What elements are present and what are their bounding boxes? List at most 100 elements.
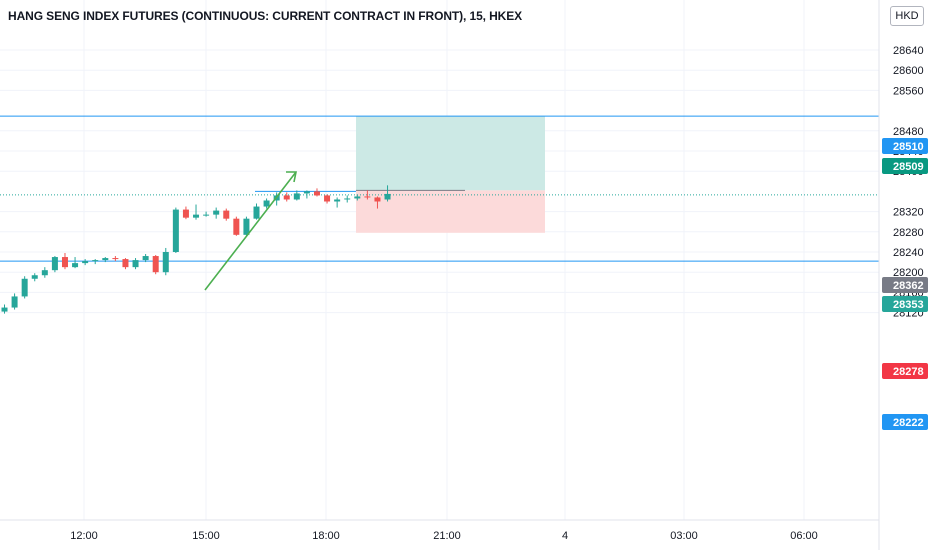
candle-body <box>233 218 240 235</box>
candle <box>354 194 361 201</box>
trend-arrow <box>204 171 297 291</box>
candle <box>102 257 109 263</box>
price-badge: 28510 <box>882 138 928 154</box>
candle-body <box>61 257 68 268</box>
candle <box>21 276 28 299</box>
candle <box>82 259 89 266</box>
profit-zone <box>356 116 545 191</box>
candle-body <box>334 199 341 202</box>
candle <box>51 256 58 273</box>
arrow-shaft <box>204 171 297 291</box>
arrow-head <box>286 171 297 183</box>
price-badges: 28510 28509 28362 28353 28278 28222 <box>882 138 928 430</box>
candle <box>223 208 230 221</box>
candle-body <box>303 191 310 194</box>
price-badge-bg <box>882 138 928 154</box>
time-tick-label: 03:00 <box>670 530 698 542</box>
candle <box>72 257 79 269</box>
price-badge: 28278 <box>882 363 928 379</box>
candle-body <box>51 257 58 271</box>
candle <box>122 258 129 270</box>
time-tick-label: 18:00 <box>312 530 340 542</box>
candle <box>182 206 189 220</box>
candle <box>152 255 159 275</box>
candle <box>132 258 139 270</box>
candle-body <box>324 195 331 202</box>
candle <box>334 197 341 208</box>
candle <box>11 293 18 310</box>
candle-body <box>203 214 210 216</box>
time-tick-label: 4 <box>562 530 568 542</box>
candle <box>41 267 48 278</box>
candle <box>1 304 8 314</box>
price-tick-label: 28200 <box>893 267 924 279</box>
candle-body <box>364 196 371 198</box>
candle-body <box>293 193 300 200</box>
candle-body <box>72 263 79 268</box>
candle <box>112 256 119 262</box>
candle <box>303 190 310 199</box>
candle-body <box>162 252 169 273</box>
time-tick-label: 12:00 <box>70 530 98 542</box>
candle <box>31 273 38 282</box>
candle-body <box>193 214 200 218</box>
candle <box>324 194 331 204</box>
chart-title: HANG SENG INDEX FUTURES (CONTINUOUS: CUR… <box>8 9 523 23</box>
price-badge: 28222 <box>882 414 928 430</box>
candle-body <box>374 197 381 202</box>
price-badge-label: 28362 <box>893 280 924 292</box>
price-tick-label: 28480 <box>893 126 924 138</box>
candle-body <box>152 256 159 273</box>
candle-body <box>213 210 220 215</box>
time-tick-label: 06:00 <box>790 530 818 542</box>
candle <box>313 188 320 197</box>
candle <box>61 253 68 270</box>
price-badge-label: 28222 <box>893 417 924 429</box>
loss-zone <box>356 190 545 233</box>
time-tick-label: 21:00 <box>433 530 461 542</box>
candle-body <box>263 200 270 207</box>
candle-body <box>122 259 129 268</box>
candle-body <box>112 258 119 260</box>
candle <box>203 211 210 217</box>
candle-body <box>243 218 250 235</box>
candle-body <box>41 270 48 276</box>
candle-body <box>182 209 189 218</box>
candle-body <box>283 195 290 200</box>
candle-body <box>92 260 99 262</box>
candle <box>193 204 200 220</box>
candle <box>92 259 99 265</box>
candle <box>233 216 240 236</box>
candle-body <box>102 258 109 261</box>
price-tick-label: 28560 <box>893 85 924 97</box>
candle <box>213 207 220 219</box>
candle-body <box>313 191 320 196</box>
candle-body <box>253 206 260 219</box>
candle-body <box>82 261 89 264</box>
price-badge-bg <box>882 363 928 379</box>
price-tick-label: 28240 <box>893 247 924 259</box>
candle <box>344 195 351 203</box>
candle <box>374 196 381 209</box>
grid-lines <box>0 0 879 520</box>
candle-body <box>223 210 230 219</box>
candle-body <box>1 307 8 312</box>
candle-body <box>132 260 139 268</box>
candle <box>283 192 290 202</box>
candles <box>1 185 391 314</box>
candle-body <box>344 198 351 200</box>
candle <box>172 207 179 254</box>
candle-body <box>142 256 149 261</box>
price-badge-bg <box>882 414 928 430</box>
currency-button[interactable]: HKD <box>890 6 924 26</box>
price-tick-label: 28320 <box>893 207 924 219</box>
candle-body <box>172 209 179 252</box>
price-badge-bg <box>882 158 928 174</box>
candle-body <box>11 296 18 308</box>
time-axis-ticks: 12:00 15:00 18:00 21:00 4 03:00 06:00 <box>70 530 818 542</box>
price-badge: 28362 <box>882 277 928 293</box>
price-tick-label: 28280 <box>893 227 924 239</box>
price-badge-bg <box>882 296 928 312</box>
